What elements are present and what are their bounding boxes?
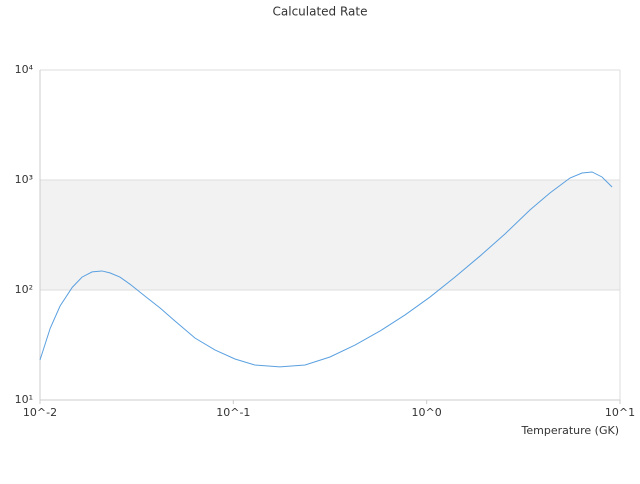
x-tick-label: 10^1 [605,406,635,419]
line-series [39,171,613,368]
x-tick-label: 10^0 [412,406,442,419]
x-axis-label: Temperature (GK) [521,424,620,437]
y-tick-label: 10³ [15,173,33,186]
y-tick-label: 10¹ [15,393,33,406]
y-tick-label: 10⁴ [15,63,34,76]
x-tick-label: 10^-2 [23,406,57,419]
x-tick-label: 10^-1 [216,406,250,419]
y-tick-label: 10² [15,283,33,296]
chart-title: Calculated Rate [273,5,368,19]
plot-band [40,180,620,290]
